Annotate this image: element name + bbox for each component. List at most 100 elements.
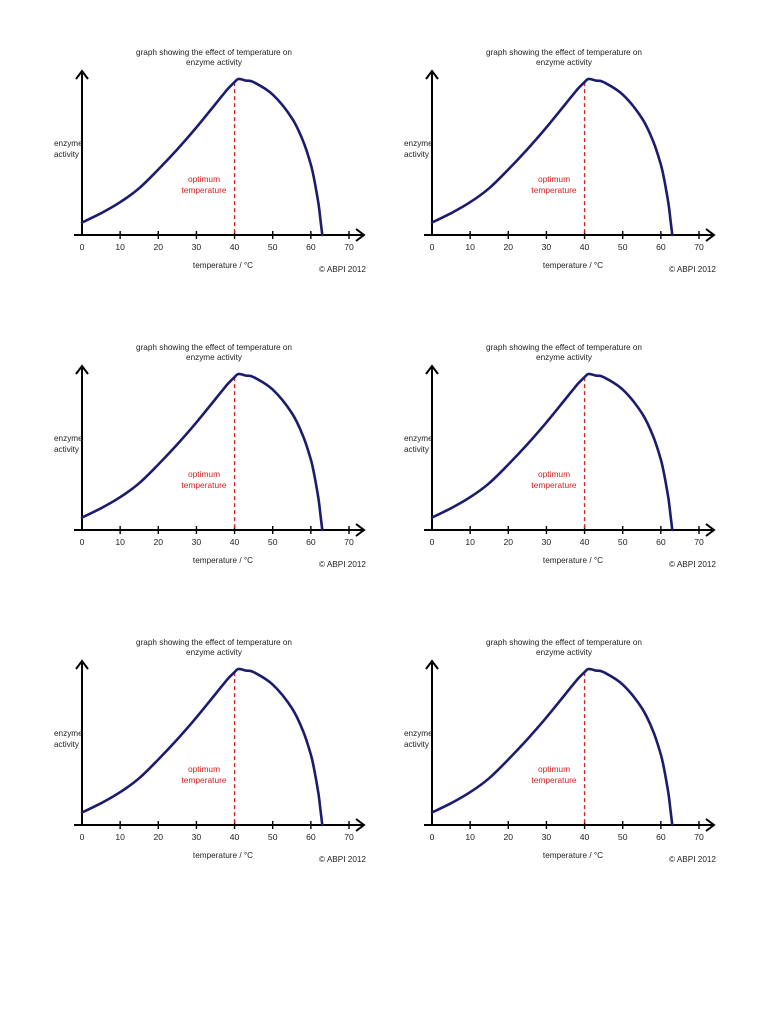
x-tick-label: 30 — [192, 242, 202, 252]
optimum-label: optimum — [188, 469, 220, 479]
x-axis-arrow — [705, 228, 716, 242]
x-axis-label: temperature / °C — [543, 556, 603, 565]
enzyme-activity-curve — [430, 77, 674, 237]
x-tick-label: 20 — [504, 242, 514, 252]
x-tick-label: 40 — [230, 537, 240, 547]
x-axis-arrow — [705, 818, 716, 832]
x-tick-label: 70 — [344, 537, 354, 547]
x-tick-label: 60 — [656, 832, 666, 842]
x-tick-label: 60 — [656, 537, 666, 547]
y-axis-label: enzyme — [404, 729, 433, 738]
optimum-label: optimum — [188, 174, 220, 184]
y-axis-arrow — [75, 69, 89, 80]
optimum-label: optimum — [188, 764, 220, 774]
x-axis-arrow — [355, 818, 366, 832]
chart-title: graph showing the effect of temperature … — [486, 343, 642, 352]
chart-svg: graph showing the effect of temperature … — [404, 48, 716, 274]
chart-title-line-2: enzyme activity — [186, 58, 243, 67]
x-tick-label: 60 — [306, 537, 316, 547]
enzyme-activity-curve — [80, 372, 324, 532]
x-axis-arrow — [355, 523, 366, 537]
chart-svg: graph showing the effect of temperature … — [54, 638, 366, 864]
x-tick-label: 10 — [115, 537, 125, 547]
optimum-label: optimum — [538, 174, 570, 184]
x-tick-label: 0 — [80, 537, 85, 547]
x-tick-label: 0 — [80, 832, 85, 842]
x-tick-label: 40 — [230, 242, 240, 252]
x-tick-label: 0 — [430, 242, 435, 252]
chart-svg: graph showing the effect of temperature … — [404, 343, 716, 569]
optimum-label-line-2: temperature — [531, 775, 576, 785]
x-tick-label: 30 — [542, 242, 552, 252]
chart-svg: graph showing the effect of temperature … — [404, 638, 716, 864]
y-axis-label: enzyme — [54, 434, 83, 443]
copyright-credit: © ABPI 2012 — [669, 265, 716, 274]
x-tick-label: 0 — [430, 537, 435, 547]
x-tick-label: 50 — [618, 242, 628, 252]
x-tick-label: 0 — [80, 242, 85, 252]
x-tick-label: 70 — [694, 832, 704, 842]
x-axis-label: temperature / °C — [193, 261, 253, 270]
x-tick-label: 50 — [618, 832, 628, 842]
y-axis-arrow — [425, 659, 439, 670]
optimum-label-line-2: temperature — [531, 185, 576, 195]
x-tick-label: 70 — [694, 242, 704, 252]
x-tick-label: 10 — [465, 537, 475, 547]
x-axis-label: temperature / °C — [543, 851, 603, 860]
x-tick-label: 60 — [656, 242, 666, 252]
chart-title: graph showing the effect of temperature … — [136, 343, 292, 352]
chart-title-line-2: enzyme activity — [536, 58, 593, 67]
y-axis-label-line-2: activity — [404, 740, 430, 749]
enzyme-chart-6: graph showing the effect of temperature … — [390, 632, 740, 872]
x-tick-label: 10 — [115, 832, 125, 842]
x-tick-label: 50 — [268, 832, 278, 842]
y-axis-label-line-2: activity — [54, 740, 80, 749]
x-axis-arrow — [355, 228, 366, 242]
x-tick-label: 10 — [115, 242, 125, 252]
x-axis-arrow — [705, 523, 716, 537]
x-tick-label: 30 — [192, 537, 202, 547]
x-tick-label: 40 — [580, 242, 590, 252]
copyright-credit: © ABPI 2012 — [319, 265, 366, 274]
optimum-label: optimum — [538, 469, 570, 479]
y-axis-arrow — [75, 659, 89, 670]
y-axis-label: enzyme — [54, 729, 83, 738]
x-tick-label: 30 — [542, 832, 552, 842]
x-tick-label: 70 — [344, 242, 354, 252]
optimum-label: optimum — [538, 764, 570, 774]
optimum-label-line-2: temperature — [531, 480, 576, 490]
enzyme-chart-4: graph showing the effect of temperature … — [390, 337, 740, 577]
enzyme-activity-curve — [80, 77, 324, 237]
x-tick-label: 20 — [504, 832, 514, 842]
chart-title: graph showing the effect of temperature … — [486, 638, 642, 647]
chart-title: graph showing the effect of temperature … — [136, 48, 292, 57]
x-axis-label: temperature / °C — [193, 556, 253, 565]
x-tick-label: 40 — [580, 537, 590, 547]
x-tick-label: 20 — [504, 537, 514, 547]
x-tick-label: 30 — [192, 832, 202, 842]
copyright-credit: © ABPI 2012 — [669, 560, 716, 569]
enzyme-chart-3: graph showing the effect of temperature … — [40, 337, 390, 577]
x-axis-label: temperature / °C — [543, 261, 603, 270]
x-tick-label: 50 — [268, 242, 278, 252]
x-tick-label: 60 — [306, 242, 316, 252]
y-axis-label: enzyme — [404, 139, 433, 148]
enzyme-chart-1: graph showing the effect of temperature … — [40, 42, 390, 282]
copyright-credit: © ABPI 2012 — [319, 855, 366, 864]
chart-title-line-2: enzyme activity — [536, 353, 593, 362]
x-tick-label: 0 — [430, 832, 435, 842]
chart-title-line-2: enzyme activity — [186, 648, 243, 657]
enzyme-activity-curve — [430, 667, 674, 827]
x-tick-label: 70 — [344, 832, 354, 842]
optimum-label-line-2: temperature — [181, 185, 226, 195]
x-tick-label: 40 — [230, 832, 240, 842]
x-tick-label: 40 — [580, 832, 590, 842]
enzyme-chart-2: graph showing the effect of temperature … — [390, 42, 740, 282]
x-tick-label: 20 — [154, 832, 164, 842]
x-axis-label: temperature / °C — [193, 851, 253, 860]
x-tick-label: 20 — [154, 242, 164, 252]
chart-svg: graph showing the effect of temperature … — [54, 343, 366, 569]
x-tick-label: 10 — [465, 832, 475, 842]
chart-svg: graph showing the effect of temperature … — [54, 48, 366, 274]
